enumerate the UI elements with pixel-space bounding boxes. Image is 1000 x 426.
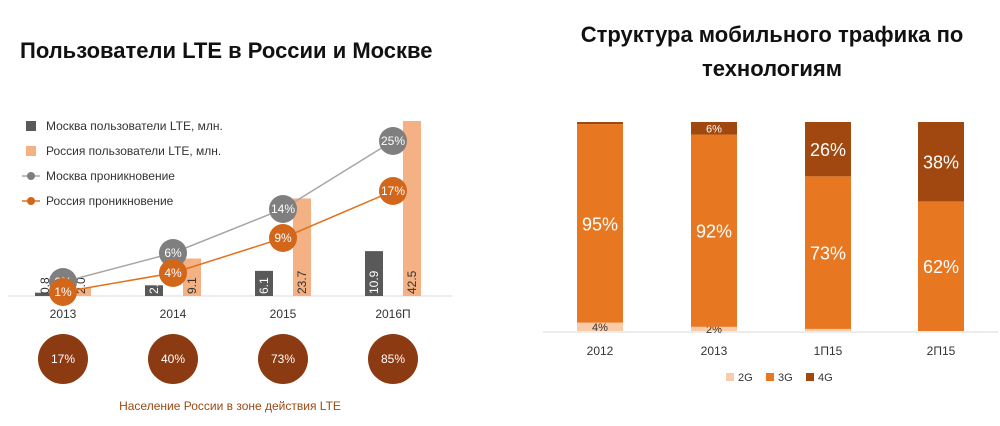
moscow-penetration-label-4: 25% <box>381 134 405 148</box>
russia-bar-label-2: 9.1 <box>185 277 199 294</box>
traffic-3g-label-4: 62% <box>923 257 959 277</box>
right-legend-label-4g: 4G <box>818 372 833 384</box>
right-x-tick-3: 1П15 <box>814 344 843 358</box>
legend-marker-4 <box>27 197 35 205</box>
moscow-penetration-label-2: 6% <box>164 246 182 260</box>
right-chart-title-line-1: Структура мобильного трафика по <box>581 22 964 47</box>
moscow-penetration-marker-4 <box>379 127 407 155</box>
legend-label-4: Россия проникновение <box>46 194 174 208</box>
moscow-penetration-label-3: 14% <box>271 202 295 216</box>
traffic-4g-label-3: 26% <box>810 140 846 160</box>
traffic-3g-segment-3 <box>805 176 851 329</box>
right-legend-swatch-3g <box>766 373 774 381</box>
russia-penetration-marker-4 <box>379 177 407 205</box>
left-chart-lines: 2%6%14%25%1%4%9%17% <box>49 127 407 306</box>
traffic-3g-label-3: 73% <box>810 244 846 264</box>
left-x-tick-4: 2016П <box>375 307 410 321</box>
traffic-2g-segment-1 <box>577 322 623 331</box>
traffic-2g-segment-3 <box>805 328 851 331</box>
coverage-label-2: 40% <box>161 352 185 366</box>
right-legend-label-3g: 3G <box>778 372 793 384</box>
right-chart-x-ticks: 2012 2013 1П15 2П15 <box>587 344 956 358</box>
traffic-4g-segment-1 <box>577 122 623 125</box>
left-x-tick-1: 2013 <box>50 307 77 321</box>
moscow-bar-label-4: 10.9 <box>367 270 381 294</box>
moscow-bar-label-1: 0.8 <box>38 277 52 294</box>
legend-swatch-2 <box>26 146 36 156</box>
russia-penetration-label-3: 9% <box>274 231 292 245</box>
right-chart-title-line-2: технологиям <box>702 56 842 81</box>
moscow-bar-4 <box>365 251 383 296</box>
legend-swatch-1 <box>26 121 36 131</box>
coverage-circle-1 <box>38 334 88 384</box>
russia-penetration-marker-2 <box>159 259 187 287</box>
legend-label-3: Москва проникновение <box>46 169 175 183</box>
traffic-3g-label-2: 92% <box>696 222 732 242</box>
coverage-circle-3 <box>258 334 308 384</box>
russia-penetration-marker-1 <box>49 278 77 306</box>
traffic-2g-label-2: 2% <box>706 324 722 336</box>
russia-bar-1 <box>73 287 91 296</box>
traffic-3g-label-1: 95% <box>582 214 618 234</box>
russia-bar-label-4: 42.5 <box>405 270 419 294</box>
moscow-penetration-marker-2 <box>159 239 187 267</box>
moscow-penetration-marker-3 <box>269 195 297 223</box>
right-chart-bars: 4% 95% 2% 92% 6% 73% 26% 62% 38% <box>577 122 964 336</box>
traffic-4g-segment-4 <box>918 122 964 202</box>
coverage-circle-4 <box>368 334 418 384</box>
legend-label-2: Россия пользователи LTE, млн. <box>46 144 221 158</box>
right-x-tick-4: 2П15 <box>927 344 956 358</box>
legend-marker-3 <box>27 172 35 180</box>
traffic-3g-segment-1 <box>577 124 623 323</box>
moscow-bar-3 <box>255 270 273 296</box>
russia-bar-3 <box>293 198 311 296</box>
left-x-tick-2: 2014 <box>160 307 187 321</box>
coverage-circles: 17% 40% 73% 85% <box>38 334 418 384</box>
russia-penetration-label-2: 4% <box>164 266 182 280</box>
russia-bar-4 <box>403 121 421 296</box>
right-x-tick-2: 2013 <box>701 344 728 358</box>
moscow-bar-2 <box>145 285 163 296</box>
russia-penetration-label-1: 1% <box>54 285 72 299</box>
coverage-circle-2 <box>148 334 198 384</box>
moscow-bar-1 <box>35 292 53 296</box>
traffic-2g-label-1: 4% <box>592 322 608 334</box>
traffic-2g-segment-2 <box>691 326 737 331</box>
moscow-penetration-line <box>62 140 394 283</box>
legend-label-1: Москва пользователи LTE, млн. <box>46 119 223 133</box>
left-chart-x-ticks: 2013 2014 2015 2016П <box>50 307 411 321</box>
left-chart-bars: 0.8 2.0 2.6 9.1 6.1 23.7 10.9 42.5 <box>35 121 421 296</box>
moscow-bar-label-3: 6.1 <box>257 277 271 294</box>
moscow-bar-label-2: 2.6 <box>147 277 161 294</box>
russia-penetration-marker-3 <box>269 224 297 252</box>
coverage-label-3: 73% <box>271 352 295 366</box>
traffic-3g-segment-4 <box>918 201 964 331</box>
traffic-3g-segment-2 <box>691 134 737 327</box>
right-legend-swatch-2g <box>726 373 734 381</box>
coverage-label-4: 85% <box>381 352 405 366</box>
coverage-caption: Население России в зоне действия LTE <box>119 399 341 413</box>
russia-bar-label-3: 23.7 <box>295 270 309 294</box>
right-legend-label-2g: 2G <box>738 372 753 384</box>
traffic-4g-label-2: 6% <box>706 123 722 135</box>
right-x-tick-1: 2012 <box>587 344 614 358</box>
russia-penetration-label-4: 17% <box>381 184 405 198</box>
left-chart-legend: Москва пользователи LTE, млн. Россия поль… <box>22 119 223 208</box>
russia-penetration-line <box>62 190 394 293</box>
traffic-4g-segment-3 <box>805 122 851 177</box>
right-chart-legend: 2G 3G 4G <box>726 372 833 384</box>
left-chart-title: Пользователи LTE в России и Москве <box>20 38 433 63</box>
coverage-label-1: 17% <box>51 352 75 366</box>
traffic-4g-segment-2 <box>691 122 737 135</box>
left-x-tick-3: 2015 <box>270 307 297 321</box>
right-legend-swatch-4g <box>806 373 814 381</box>
traffic-4g-label-4: 38% <box>923 153 959 173</box>
